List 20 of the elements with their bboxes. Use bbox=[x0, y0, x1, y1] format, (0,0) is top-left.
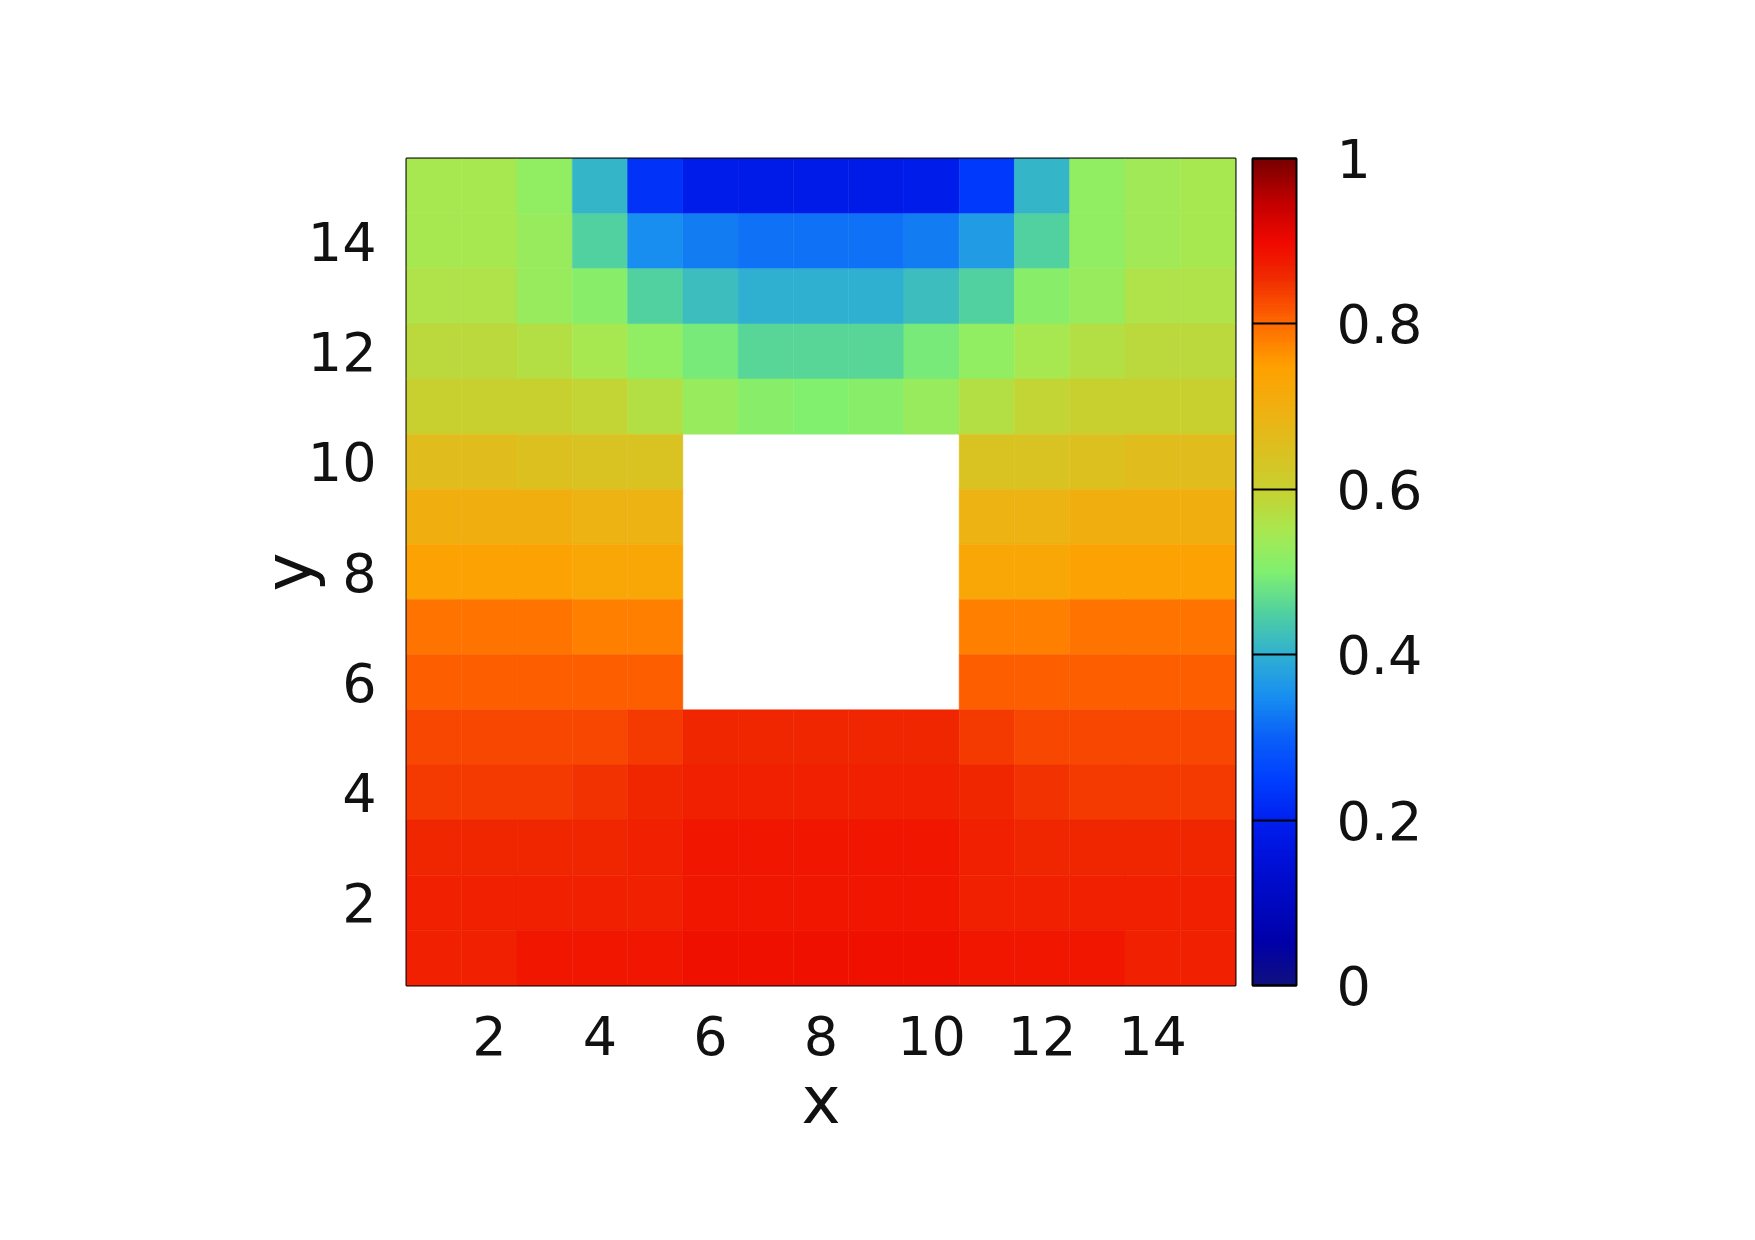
color-bar-label: 0.6 bbox=[1336, 458, 1423, 522]
color-bar-label: 0.2 bbox=[1336, 789, 1423, 853]
x-tick-label: 12 bbox=[1007, 1004, 1077, 1068]
x-tick-label: 4 bbox=[582, 1004, 618, 1068]
y-axis-title: y bbox=[249, 552, 327, 592]
x-tick-label: 10 bbox=[897, 1004, 966, 1068]
x-tick-label: 2 bbox=[472, 1004, 507, 1068]
y-tick-label: 2 bbox=[342, 872, 377, 936]
y-tick-label: 8 bbox=[342, 541, 377, 605]
y-tick-label: 14 bbox=[307, 210, 377, 274]
y-tick-label: 10 bbox=[307, 431, 377, 495]
color-bar-label: 0 bbox=[1336, 955, 1371, 1018]
y-tick-label: 12 bbox=[307, 320, 377, 384]
x-tick-label: 6 bbox=[693, 1004, 728, 1068]
y-tick-label: 6 bbox=[342, 651, 377, 715]
x-tick-label: 14 bbox=[1118, 1004, 1187, 1068]
color-bar-label: 1 bbox=[1336, 128, 1371, 191]
y-tick-label: 4 bbox=[342, 762, 377, 826]
color-bar-label: 0.8 bbox=[1336, 293, 1423, 357]
color-bar-label: 0.4 bbox=[1336, 624, 1423, 688]
